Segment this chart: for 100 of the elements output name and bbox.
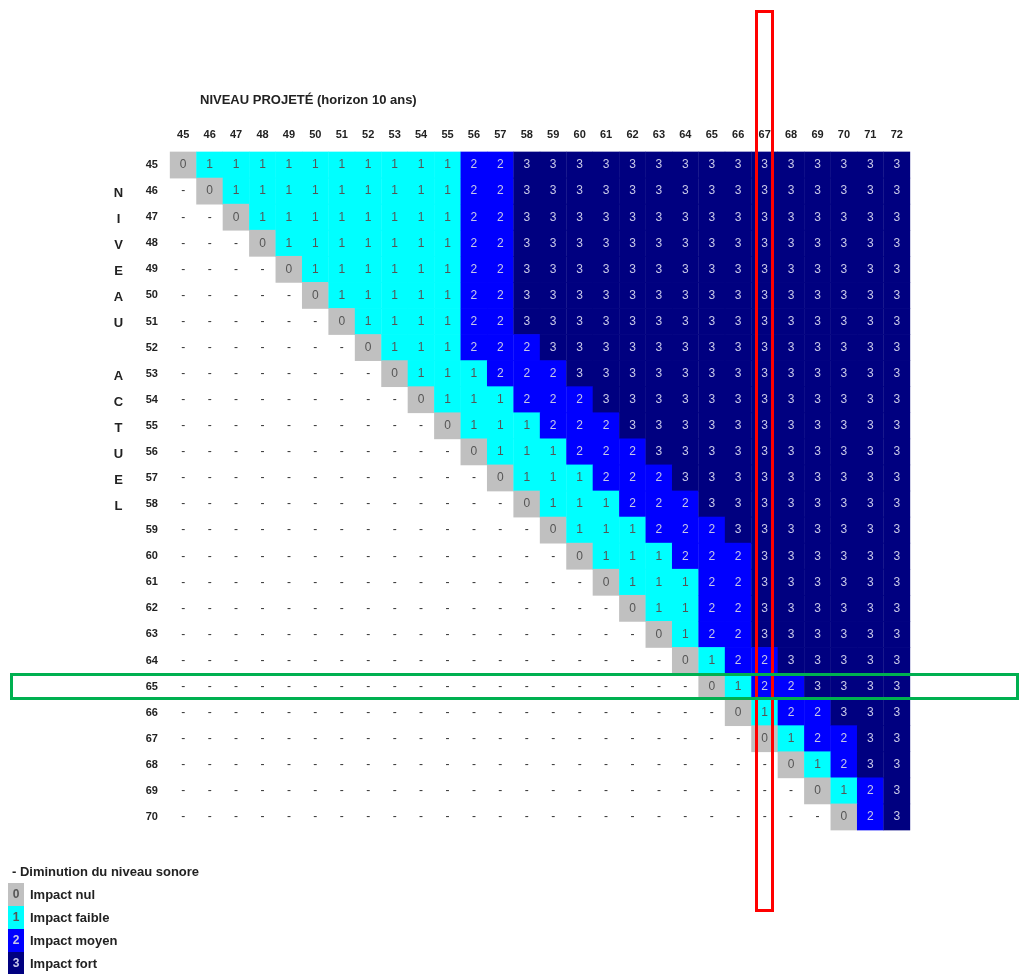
data-label: 3 (761, 339, 769, 354)
data-label: 2 (470, 157, 478, 172)
data-label: 2 (497, 261, 505, 276)
data-label: 0 (708, 678, 716, 693)
text: - (286, 392, 291, 407)
data-label: 3 (893, 365, 901, 380)
data-label: 1 (761, 704, 769, 719)
data-label: 2 (497, 209, 505, 224)
text: - (445, 783, 450, 798)
data-label: 3 (867, 652, 875, 667)
text: - (286, 678, 291, 693)
y-tick-label: 66 (145, 705, 158, 718)
data-label: 3 (867, 574, 875, 589)
data-label: 0 (470, 444, 478, 459)
text: - (471, 626, 476, 641)
data-label: 2 (655, 496, 663, 511)
x-tick-label: 67 (758, 128, 771, 141)
y-tick-label: 54 (145, 392, 159, 405)
data-label: 3 (787, 626, 795, 641)
data-label: 3 (787, 522, 795, 537)
data-label: 3 (549, 235, 557, 250)
text: - (207, 522, 212, 537)
text: - (419, 522, 424, 537)
x-tick-label: 66 (732, 128, 745, 141)
data-label: 1 (549, 470, 557, 485)
data-label: 3 (787, 470, 795, 485)
data-label: 1 (576, 496, 584, 511)
data-label: 1 (364, 313, 372, 328)
text: - (207, 287, 212, 302)
text: - (339, 339, 344, 354)
data-label: 2 (840, 757, 848, 772)
text: - (286, 444, 291, 459)
text: - (234, 470, 239, 485)
text: - (207, 470, 212, 485)
x-tick-label: 56 (467, 128, 481, 141)
text: - (524, 704, 529, 719)
data-label: 3 (734, 183, 742, 198)
data-label: 3 (814, 678, 822, 693)
data-label: 3 (734, 157, 742, 172)
data-label: 3 (761, 574, 769, 589)
text: - (286, 339, 291, 354)
text: - (392, 418, 397, 433)
text: - (286, 522, 291, 537)
data-label: 0 (734, 704, 742, 719)
text: - (656, 783, 661, 798)
data-label: 3 (708, 444, 716, 459)
data-label: 3 (761, 548, 769, 563)
text: - (683, 809, 688, 824)
data-label: 3 (893, 392, 901, 407)
data-label: 1 (444, 339, 452, 354)
data-label: 2 (629, 496, 637, 511)
text: - (234, 678, 239, 693)
data-label: 3 (734, 209, 742, 224)
text: - (286, 704, 291, 719)
data-label: 3 (840, 235, 848, 250)
data-label: 3 (761, 626, 769, 641)
data-label: 3 (814, 392, 822, 407)
data-label: 0 (444, 418, 452, 433)
data-label: 3 (761, 209, 769, 224)
data-label: 3 (893, 731, 901, 746)
x-tick-label: 64 (679, 128, 693, 141)
data-label: 3 (893, 574, 901, 589)
data-label: 3 (576, 157, 584, 172)
data-label: 3 (867, 600, 875, 615)
data-label: 1 (444, 392, 452, 407)
data-label: 3 (629, 157, 637, 172)
text: - (181, 261, 186, 276)
data-label: 3 (787, 418, 795, 433)
data-label: 1 (602, 522, 610, 537)
text: - (234, 574, 239, 589)
data-label: 2 (497, 365, 505, 380)
text: - (366, 444, 371, 459)
data-label: 3 (576, 313, 584, 328)
data-label: 3 (867, 678, 875, 693)
text: - (445, 731, 450, 746)
text: - (313, 600, 318, 615)
text: - (577, 600, 582, 615)
data-label: 3 (761, 365, 769, 380)
text: - (181, 287, 186, 302)
text: - (260, 548, 265, 563)
data-label: 1 (338, 235, 346, 250)
data-label: 2 (629, 444, 637, 459)
text: - (577, 626, 582, 641)
data-label: 2 (497, 287, 505, 302)
text: - (181, 522, 186, 537)
data-label: 0 (232, 209, 240, 224)
data-label: 1 (497, 418, 505, 433)
text: - (286, 418, 291, 433)
data-label: 1 (338, 183, 346, 198)
data-label: 3 (893, 209, 901, 224)
text: - (313, 392, 318, 407)
x-tick-label: 68 (784, 128, 798, 141)
text: - (339, 652, 344, 667)
data-label: 3 (708, 287, 716, 302)
text: - (181, 496, 186, 511)
data-label: 3 (893, 809, 901, 824)
data-label: 3 (576, 209, 584, 224)
y-tick-label: 64 (145, 653, 159, 666)
y-tick-label: 45 (145, 158, 158, 171)
text: - (524, 809, 529, 824)
